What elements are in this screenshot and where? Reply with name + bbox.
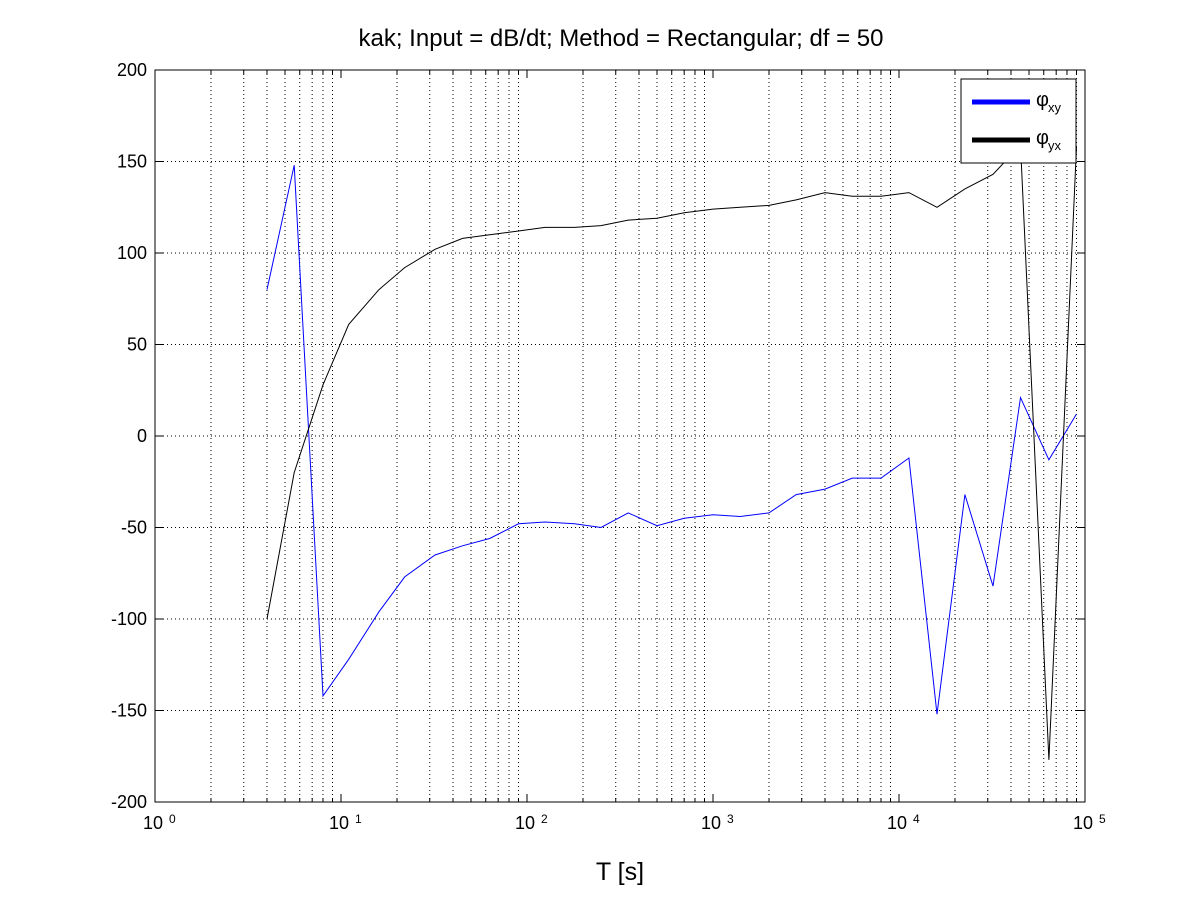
series-line-yx (266, 143, 1077, 760)
y-tick-label: -200 (111, 792, 147, 812)
x-tick-label: 10 5 (1073, 812, 1106, 833)
y-tick-labels: 200 150 100 50 0 -50 -100 -150 -200 (111, 60, 147, 812)
x-tick-base: 10 (701, 813, 721, 833)
x-axis-label: T [s] (596, 858, 644, 886)
x-tick-exponent: 3 (727, 812, 734, 826)
x-tick-base: 10 (887, 813, 907, 833)
series-layer (266, 143, 1077, 760)
x-tick-label: 10 3 (701, 812, 734, 833)
x-tick-base: 10 (143, 813, 163, 833)
grid (155, 70, 1085, 802)
y-tick-label: -50 (121, 518, 147, 538)
y-tick-label: -150 (111, 701, 147, 721)
ticks (154, 69, 1086, 803)
x-tick-base: 10 (1073, 813, 1093, 833)
chart-title: kak; Input = dB/dt; Method = Rectangular… (359, 25, 884, 52)
legend-label: φ (1036, 127, 1049, 149)
x-tick-label: 10 1 (329, 812, 362, 833)
legend: φ xyφ yx (960, 78, 1077, 164)
x-tick-exponent: 4 (913, 812, 920, 826)
x-tick-exponent: 2 (541, 812, 548, 826)
series-line-xy (266, 165, 1077, 715)
legend-box (960, 78, 1077, 164)
y-tick-label: 150 (117, 152, 147, 172)
legend-label-subscript: xy (1048, 100, 1062, 115)
x-tick-base: 10 (329, 813, 349, 833)
x-tick-base: 10 (515, 813, 535, 833)
x-tick-label: 10 2 (515, 812, 548, 833)
x-tick-label: 10 4 (887, 812, 920, 833)
legend-label-subscript: yx (1048, 138, 1062, 153)
legend-label: φ (1036, 89, 1049, 111)
x-tick-label: 10 0 (143, 812, 176, 833)
x-tick-labels: 10 0 10 1 10 2 10 3 10 4 10 5 (143, 812, 1106, 833)
x-tick-exponent: 0 (169, 812, 176, 826)
y-tick-label: 50 (127, 335, 147, 355)
y-tick-label: 200 (117, 60, 147, 80)
y-tick-label: 100 (117, 243, 147, 263)
x-tick-exponent: 5 (1099, 812, 1106, 826)
y-tick-label: -100 (111, 609, 147, 629)
y-tick-label: 0 (137, 426, 147, 446)
x-tick-exponent: 1 (355, 812, 362, 826)
